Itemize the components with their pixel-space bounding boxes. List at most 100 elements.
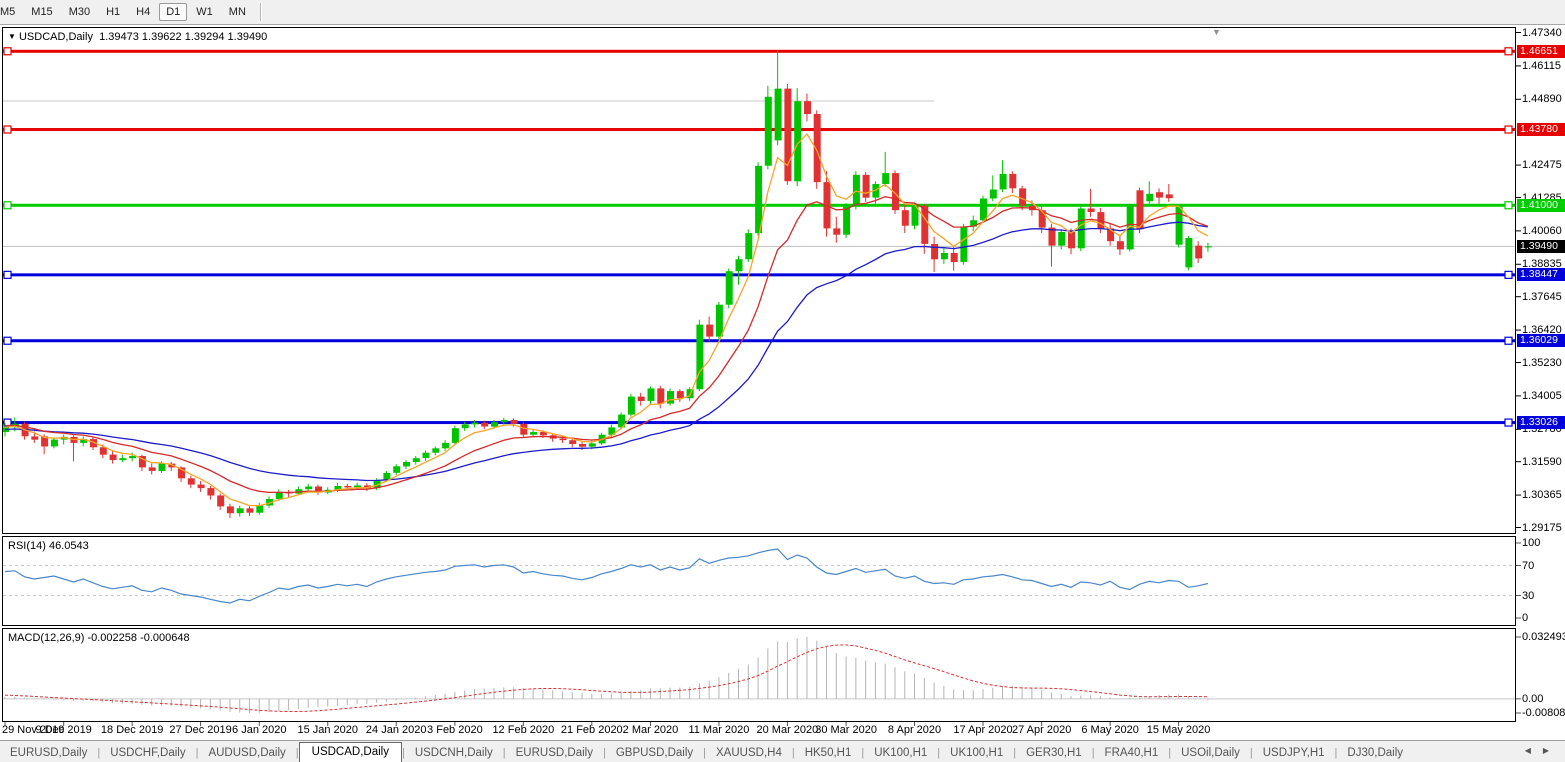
timeframe-button-D1[interactable]: D1 — [159, 3, 188, 21]
date-label[interactable]: 15 Jan 2020 — [297, 724, 359, 736]
timeframe-button-W1[interactable]: W1 — [196, 6, 213, 18]
price-tick-label[interactable]: 1.37645 — [1522, 290, 1562, 303]
chart-dropdown-icon[interactable]: ▼ — [8, 32, 16, 41]
price-tick-label[interactable]: 1.36420 — [1522, 324, 1562, 337]
date-label[interactable]: 15 May 2020 — [1146, 724, 1211, 736]
tab-separator: | — [97, 747, 101, 759]
price-tick-label[interactable]: 1.38835 — [1522, 258, 1562, 271]
timeframe-button-MN[interactable]: MN — [228, 6, 246, 18]
line-handle-right[interactable] — [1504, 336, 1513, 345]
symbol-tab-EURUSD-Daily[interactable]: EURUSD,Daily — [10, 747, 88, 759]
rsi-axis-label: 0 — [1522, 612, 1529, 624]
price-tag-1.41000: 1.41000 — [1517, 198, 1565, 212]
symbol-tab-UK100-H1[interactable]: UK100,H1 — [874, 747, 928, 759]
date-label[interactable]: 11 Mar 2020 — [688, 724, 750, 736]
symbol-tab-AUDUSD-Daily[interactable]: AUDUSD,Daily — [208, 747, 286, 759]
line-handle-right[interactable] — [1504, 47, 1513, 56]
line-handle-right[interactable] — [1504, 418, 1513, 427]
symbol-tab-USDCHF-Daily[interactable]: USDCHF,Daily — [110, 747, 186, 759]
price-tick-label[interactable]: 1.35230 — [1522, 356, 1562, 369]
timeframe-button-H4[interactable]: H4 — [136, 6, 151, 18]
timeframe-button-M15[interactable]: M15 — [31, 6, 53, 18]
macd-signal-line — [4, 644, 1208, 712]
price-tick-label[interactable]: 1.34005 — [1522, 389, 1562, 402]
timeframe-button-M30[interactable]: M30 — [68, 6, 91, 18]
tab-separator: | — [1091, 747, 1095, 759]
rsi-panel[interactable] — [2, 536, 1516, 626]
tab-separator: | — [1334, 747, 1338, 759]
date-label[interactable]: 29 Nov 2019 — [2, 724, 65, 736]
line-handle-right[interactable] — [1504, 270, 1513, 279]
ma-line-slow — [4, 221, 1208, 482]
line-handle-left[interactable] — [3, 270, 12, 279]
tab-separator: | — [861, 747, 865, 759]
tab-scroll-arrows: ◀ ▶ — [1519, 740, 1555, 762]
horizontal-line-1.33026[interactable] — [3, 421, 1515, 425]
symbol-tab-GER30-H1[interactable]: GER30,H1 — [1026, 747, 1082, 759]
date-label[interactable]: 27 Apr 2020 — [1012, 724, 1072, 736]
symbol-tab-GBPUSD-Daily[interactable]: GBPUSD,Daily — [615, 747, 694, 759]
tab-separator: | — [602, 747, 606, 759]
symbol-tab-EURUSD-Daily[interactable]: EURUSD,Daily — [515, 747, 593, 759]
rsi-axis-label: 100 — [1522, 537, 1541, 549]
price-tick-label[interactable]: 1.31590 — [1522, 455, 1562, 468]
date-label[interactable]: 2 Mar 2020 — [622, 724, 679, 736]
price-tick-label[interactable]: 1.42475 — [1522, 159, 1562, 172]
symbol-tab-USDCNH-Daily[interactable]: USDCNH,Daily — [414, 747, 493, 759]
date-label[interactable]: 30 Mar 2020 — [815, 724, 877, 736]
date-label[interactable]: 3 Feb 2020 — [427, 724, 483, 736]
price-tick-label[interactable]: 1.47340 — [1522, 26, 1562, 39]
price-tag-1.36029: 1.36029 — [1517, 334, 1565, 348]
symbol-tab-UK100-H1[interactable]: UK100,H1 — [950, 747, 1004, 759]
tab-scroll-right-icon[interactable]: ▶ — [1542, 746, 1549, 755]
date-label[interactable]: 12 Feb 2020 — [492, 724, 555, 736]
date-label[interactable]: 6 May 2020 — [1081, 724, 1139, 736]
symbol-tab-USDJPY-H1[interactable]: USDJPY,H1 — [1262, 747, 1325, 759]
line-handle-right[interactable] — [1504, 201, 1513, 210]
date-label[interactable]: 6 Jan 2020 — [232, 724, 287, 736]
scroll-to-end-marker-icon[interactable]: ▼ — [1212, 27, 1221, 37]
line-handle-left[interactable] — [3, 201, 12, 210]
price-tick-label[interactable]: 1.46115 — [1522, 59, 1561, 72]
price-tick-label[interactable]: 1.29175 — [1522, 521, 1562, 534]
symbol-tab-USOil-Daily[interactable]: USOil,Daily — [1181, 747, 1240, 759]
timeframe-button-M5[interactable]: M5 — [0, 6, 16, 18]
timeframe-toolbar: M5 M15 M30 H1 H4 D1 W1 MN — [0, 0, 1565, 25]
horizontal-line-1.4378[interactable] — [3, 128, 1515, 132]
date-label[interactable]: 20 Mar 2020 — [756, 724, 819, 736]
symbol-tab-FRA40-H1[interactable]: FRA40,H1 — [1104, 747, 1159, 759]
symbol-tab-XAUUSD-H4[interactable]: XAUUSD,H4 — [716, 747, 782, 759]
price-tick-label[interactable]: 1.40060 — [1522, 224, 1562, 237]
horizontal-line-1.36029[interactable] — [3, 339, 1515, 343]
rsi-axis-label: 70 — [1522, 559, 1535, 572]
symbol-tab-USDCAD-Daily[interactable]: USDCAD,Daily — [298, 742, 402, 762]
horizontal-line-1.46651[interactable] — [3, 49, 1515, 53]
date-label[interactable]: 21 Feb 2020 — [560, 724, 623, 736]
line-handle-right[interactable] — [1504, 125, 1513, 134]
horizontal-line-1.38447[interactable] — [3, 273, 1515, 277]
date-label[interactable]: 9 Dec 2019 — [35, 724, 92, 736]
date-label[interactable]: 24 Jan 2020 — [365, 724, 427, 736]
tab-separator: | — [1168, 747, 1172, 759]
line-handle-left[interactable] — [3, 125, 12, 134]
chart-ohlc-values: 1.39473 1.39622 1.39294 1.39490 — [99, 31, 268, 43]
macd-axis-label: 0.032493 — [1522, 631, 1565, 643]
symbol-tab-HK50-H1[interactable]: HK50,H1 — [804, 747, 852, 759]
tab-separator: | — [295, 747, 299, 759]
macd-axis-label: 0.00 — [1522, 692, 1544, 705]
line-handle-left[interactable] — [3, 336, 12, 345]
line-handle-left[interactable] — [3, 47, 12, 56]
main-chart-panel[interactable] — [2, 27, 1516, 534]
ma-line-fast — [4, 132, 1209, 507]
date-label[interactable]: 18 Dec 2019 — [100, 724, 164, 736]
date-label[interactable]: 8 Apr 2020 — [887, 724, 942, 736]
tab-scroll-left-icon[interactable]: ◀ — [1524, 746, 1531, 755]
symbol-tabbar: EURUSD,Daily | USDCHF,Daily | AUDUSD,Daily | U… — [0, 740, 1565, 762]
price-tick-label[interactable]: 1.44890 — [1522, 93, 1562, 106]
date-label[interactable]: 17 Apr 2020 — [953, 724, 1013, 736]
price-tick-label[interactable]: 1.30365 — [1522, 489, 1562, 502]
tab-separator: | — [791, 747, 795, 759]
date-label[interactable]: 27 Dec 2019 — [169, 724, 232, 736]
timeframe-button-H1[interactable]: H1 — [106, 6, 121, 18]
symbol-tab-DJ30-Daily[interactable]: DJ30,Daily — [1347, 747, 1404, 759]
